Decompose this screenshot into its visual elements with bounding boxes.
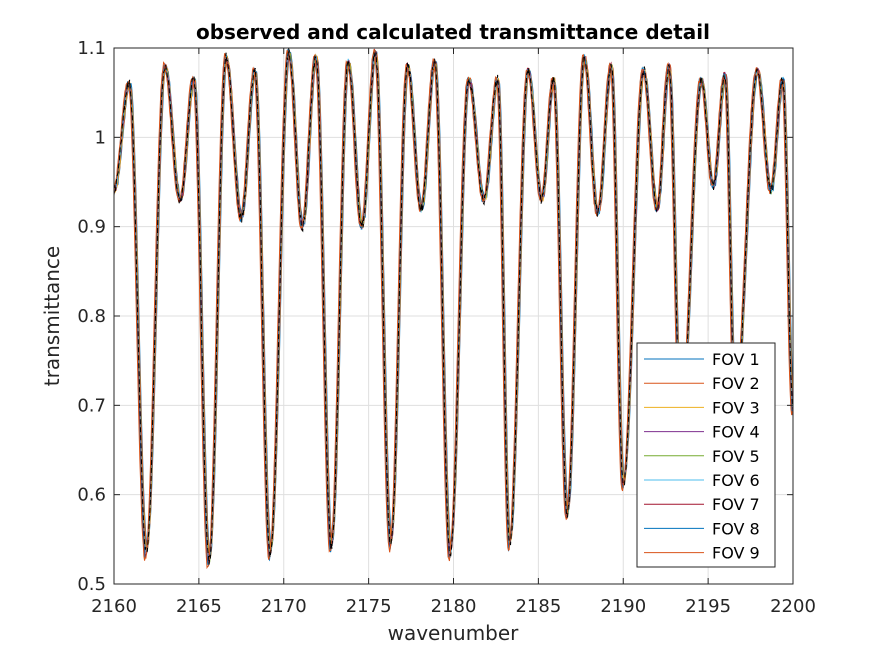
x-tick-label: 2200 [770,596,816,617]
y-tick-label: 1.1 [77,38,106,59]
x-tick-label: 2185 [515,596,561,617]
x-tick-label: 2170 [261,596,307,617]
legend-label: FOV 6 [712,471,760,490]
y-tick-label: 0.8 [77,306,106,327]
legend-label: FOV 9 [712,544,760,563]
x-tick-label: 2180 [431,596,477,617]
y-tick-label: 0.9 [77,217,106,238]
legend-label: FOV 2 [712,374,760,393]
y-axis-label: transmittance [40,246,64,386]
y-tick-label: 0.6 [77,485,106,506]
x-tick-label: 2165 [176,596,222,617]
legend-box [636,342,776,568]
chart-title: observed and calculated transmittance de… [196,20,710,44]
legend: FOV 1 FOV 2 FOV 3 FOV 4 FOV 5 FOV 6 FOV 7 FOV 8… [636,342,776,568]
x-tick-label: 2190 [600,596,646,617]
x-tick-label: 2160 [91,596,137,617]
x-axis-label: wavenumber [388,621,520,645]
legend-label: FOV 8 [712,519,760,538]
legend-label: FOV 1 [712,350,760,369]
ticks: 2160 2165 2170 2175 2180 2185 2190 2195 2200 0.5 0… [77,38,816,617]
y-tick-label: 0.7 [77,395,106,416]
legend-label: FOV 7 [712,495,760,514]
y-tick-label: 1 [95,127,106,148]
legend-label: FOV 4 [712,423,760,442]
legend-label: FOV 5 [712,447,760,466]
legend-label: FOV 3 [712,398,760,417]
x-tick-label: 2195 [685,596,731,617]
y-tick-label: 0.5 [77,574,106,595]
x-tick-label: 2175 [346,596,392,617]
